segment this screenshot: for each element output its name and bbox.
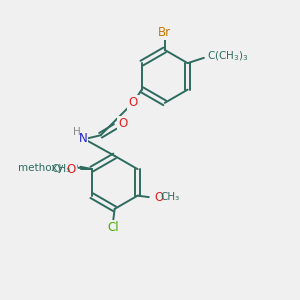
- Text: CH₃: CH₃: [51, 164, 70, 174]
- Text: O: O: [67, 163, 76, 176]
- Text: N: N: [79, 132, 87, 145]
- Text: Br: Br: [158, 26, 171, 39]
- Text: C(CH$_3$)$_3$: C(CH$_3$)$_3$: [207, 50, 249, 63]
- Text: O: O: [128, 96, 138, 110]
- Text: O: O: [68, 161, 77, 174]
- Text: H: H: [73, 127, 80, 137]
- Text: O: O: [118, 117, 127, 130]
- Text: methoxy: methoxy: [18, 163, 63, 173]
- Text: CH₃: CH₃: [160, 192, 180, 202]
- Text: O: O: [154, 190, 164, 204]
- Text: Cl: Cl: [107, 220, 119, 234]
